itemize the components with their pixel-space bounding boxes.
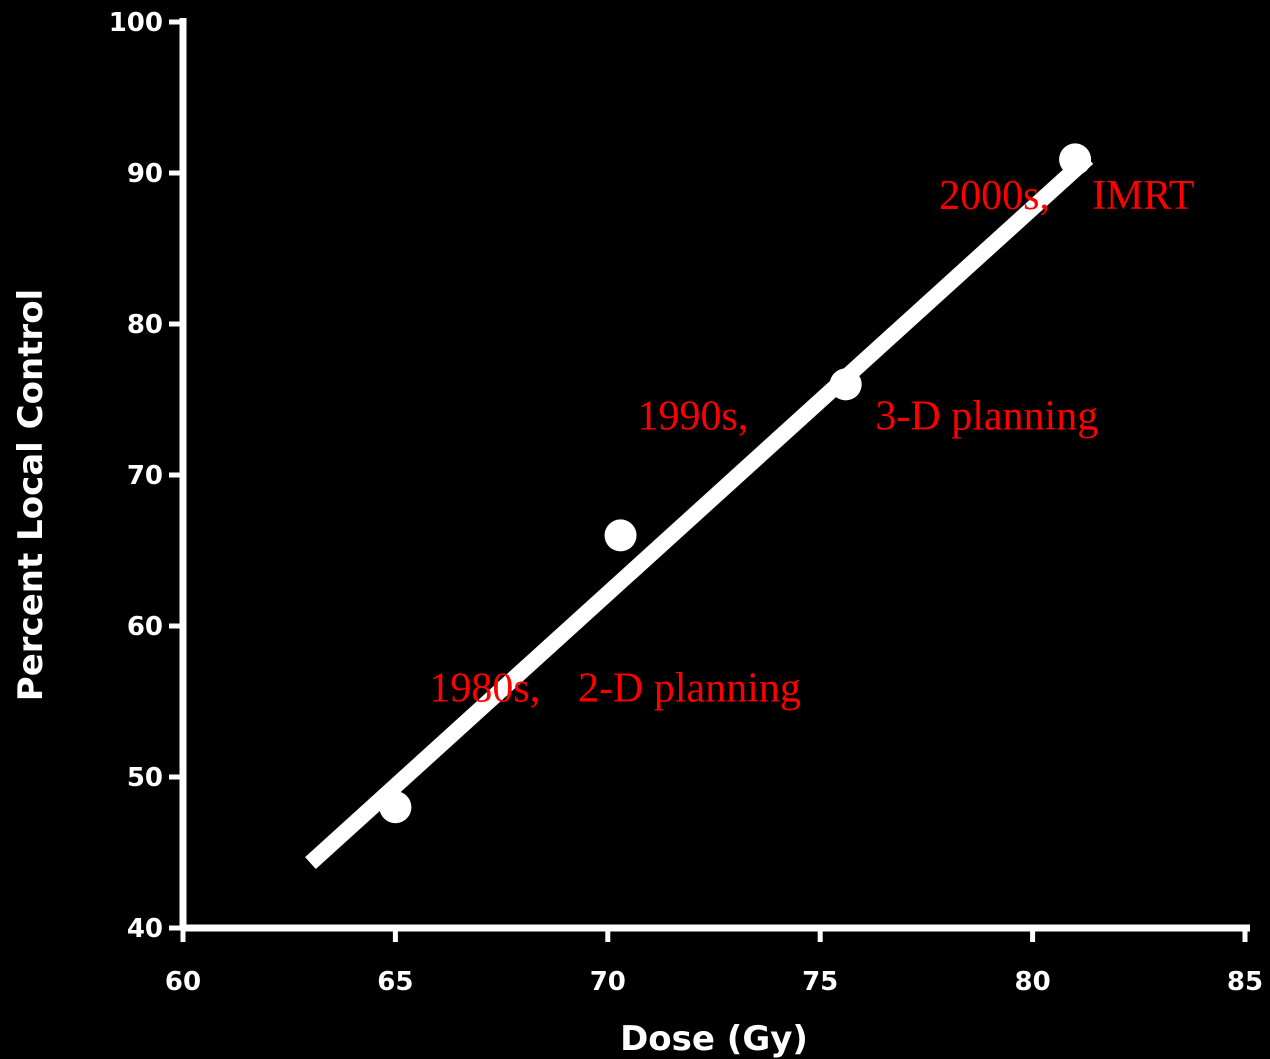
annotations: 1980s, 2-D planning 1990s, 3-D planning 2000… [429, 173, 1194, 711]
x-axis-title: Dose (Gy) [620, 1019, 808, 1059]
data-point [379, 791, 412, 824]
data-point [604, 519, 637, 552]
x-tick-label: 75 [802, 967, 838, 997]
annotation-label: IMRT [1092, 173, 1194, 219]
y-tick-label: 50 [127, 763, 163, 793]
y-axis-title: Percent Local Control [11, 289, 51, 701]
y-tick-label: 100 [109, 8, 163, 38]
data-points [379, 143, 1092, 824]
data-point [829, 368, 862, 401]
annotation-label: 2000s, [939, 173, 1050, 219]
annotation-label: 3-D planning [875, 394, 1098, 440]
x-tick-label: 60 [165, 967, 201, 997]
y-ticks: 40 50 60 70 80 90 100 [109, 8, 183, 944]
y-tick-label: 70 [127, 461, 163, 491]
x-tick-label: 80 [1015, 967, 1051, 997]
x-ticks: 60 65 70 75 80 85 [165, 928, 1263, 997]
x-tick-label: 65 [377, 967, 413, 997]
x-tick-label: 85 [1227, 967, 1263, 997]
y-tick-label: 90 [127, 159, 163, 189]
annotation-label: 2-D planning [578, 666, 801, 712]
y-tick-label: 80 [127, 310, 163, 340]
y-tick-label: 40 [127, 914, 163, 944]
annotation-label: 1990s, [638, 394, 749, 440]
x-tick-label: 70 [590, 967, 626, 997]
fit-line [305, 151, 1094, 869]
annotation-label: 1980s, [429, 666, 540, 712]
y-tick-label: 60 [127, 612, 163, 642]
data-point [1059, 143, 1092, 176]
